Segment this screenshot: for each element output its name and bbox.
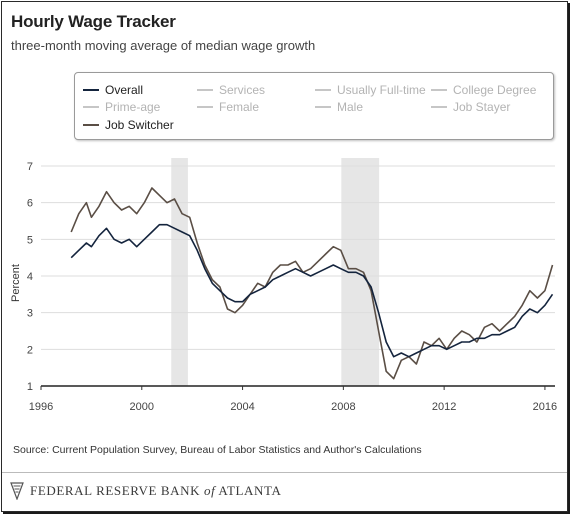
recession-band-1 — [171, 158, 188, 386]
y-tick-label-4: 4 — [27, 271, 33, 283]
legend-swatch-male — [315, 106, 331, 108]
legend-swatch-usually-full-time — [315, 89, 331, 91]
chart-title: Hourly Wage Tracker — [11, 12, 176, 31]
frb-atlanta-logo: FEDERAL RESERVE BANK of ATLANTA — [10, 482, 282, 500]
y-axis-label: Percent — [10, 264, 22, 302]
legend-item-male[interactable]: Male — [315, 100, 363, 114]
legend-swatch-services — [197, 89, 213, 91]
series-lines — [70, 187, 554, 380]
legend-item-prime-age[interactable]: Prime-age — [83, 100, 160, 114]
y-tick-label-2: 2 — [27, 344, 33, 356]
legend-label-overall: Overall — [105, 83, 144, 97]
x-tick-label-1996: 1996 — [29, 401, 53, 413]
legend: Overall Services Usually Full-time Colle… — [74, 72, 554, 140]
legend-item-usually-full-time[interactable]: Usually Full-time — [315, 83, 426, 97]
legend-swatch-overall — [83, 89, 99, 91]
legend-label-prime-age: Prime-age — [105, 100, 161, 114]
legend-label-services: Services — [219, 83, 266, 97]
grid-lines — [41, 165, 555, 350]
legend-swatch-female — [197, 106, 213, 108]
legend-item-female[interactable]: Female — [197, 100, 259, 114]
y-tick-label-6: 6 — [27, 198, 33, 210]
series-line-overall — [70, 223, 554, 358]
y-tick-label-5: 5 — [27, 234, 33, 246]
y-tick-label-7: 7 — [27, 161, 33, 173]
x-tick-label-2004: 2004 — [230, 401, 254, 413]
legend-swatch-job-switcher — [83, 124, 99, 126]
legend-item-overall[interactable]: Overall — [83, 83, 143, 97]
y-tick-label-1: 1 — [27, 381, 33, 393]
x-tick-label-2008: 2008 — [331, 401, 355, 413]
x-tick-label-2016: 2016 — [533, 401, 557, 413]
x-tick-label-2012: 2012 — [432, 401, 456, 413]
legend-item-services[interactable]: Services — [197, 83, 265, 97]
source-note: Source: Current Population Survey, Burea… — [13, 444, 422, 456]
legend-swatch-job-stayer — [431, 106, 447, 108]
legend-swatch-prime-age — [83, 106, 99, 108]
eagle-seal-icon — [10, 482, 24, 500]
legend-label-usually-full-time: Usually Full-time — [337, 83, 426, 97]
legend-label-college-degree: College Degree — [453, 83, 537, 97]
legend-item-job-switcher[interactable]: Job Switcher — [83, 118, 174, 132]
legend-label-female: Female — [219, 100, 260, 114]
legend-label-male: Male — [337, 100, 364, 114]
legend-label-job-switcher: Job Switcher — [105, 118, 174, 132]
legend-item-college-degree[interactable]: College Degree — [431, 83, 536, 97]
series-line-job-switcher — [70, 187, 554, 380]
axes: 1 2 3 4 5 6 7 1996 2000 2004 2008 2012 2016 — [27, 161, 557, 413]
footer-divider — [2, 472, 567, 473]
logo-text: FEDERAL RESERVE BANK of ATLANTA — [30, 483, 282, 498]
chart-subtitle: three-month moving average of median wag… — [11, 38, 316, 53]
y-tick-label-3: 3 — [27, 308, 33, 320]
line-chart: 1 2 3 4 5 6 7 1996 2000 2004 2008 2012 2016 Percent — [10, 158, 557, 413]
legend-label-job-stayer: Job Stayer — [453, 100, 511, 114]
legend-item-job-stayer[interactable]: Job Stayer — [431, 100, 510, 114]
x-tick-label-2000: 2000 — [130, 401, 154, 413]
legend-swatch-college-degree — [431, 89, 447, 91]
